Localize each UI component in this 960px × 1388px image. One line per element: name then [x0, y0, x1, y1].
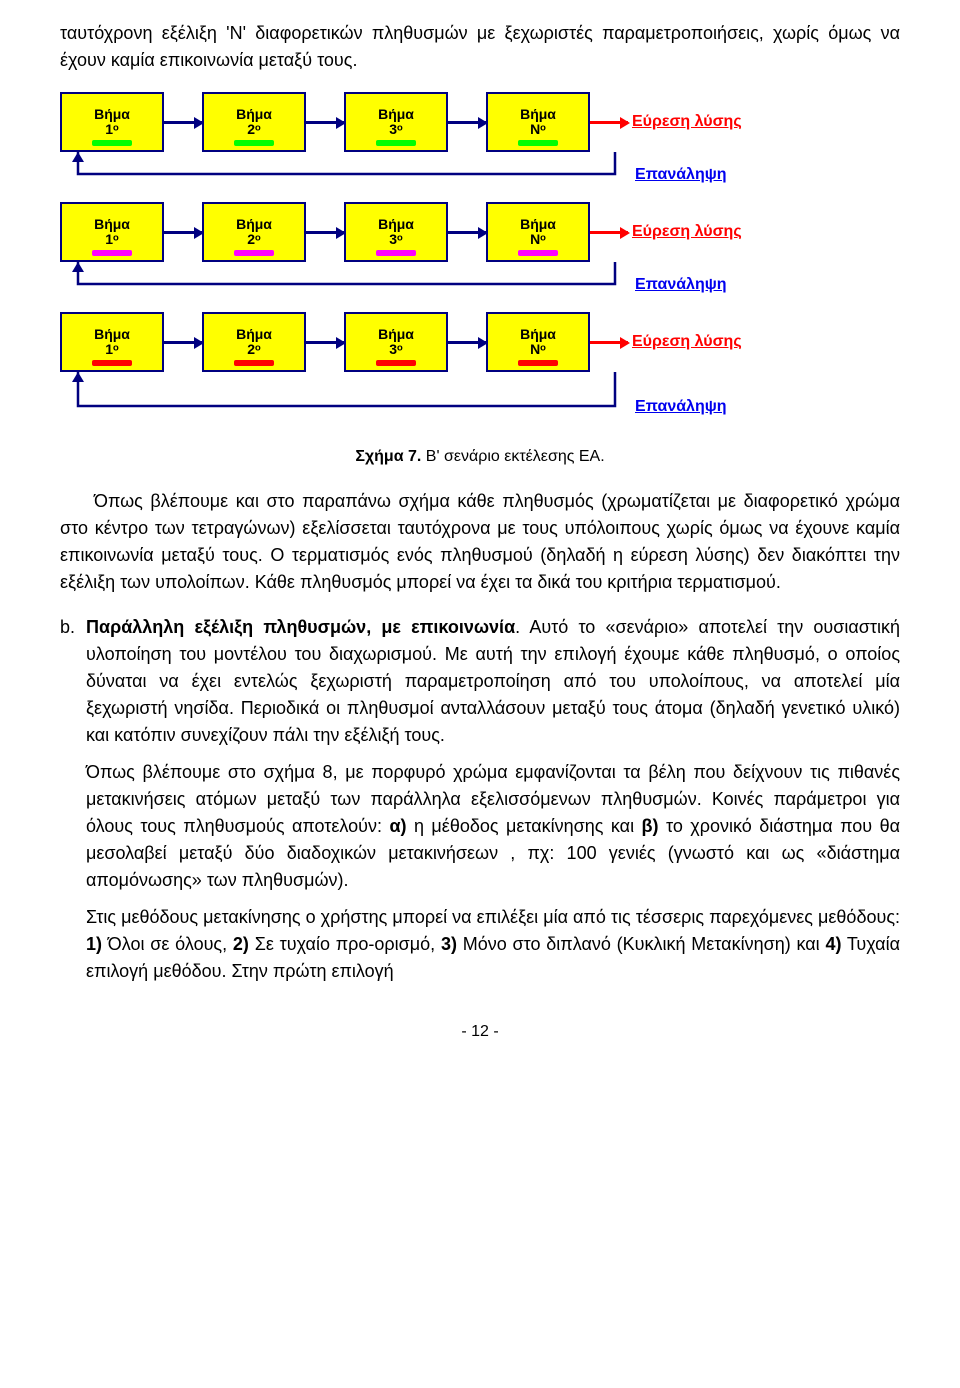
row-color-strip — [376, 250, 416, 256]
m3: 3) — [441, 934, 457, 954]
row-color-strip — [92, 250, 132, 256]
row-color-strip — [234, 360, 274, 366]
step-label-bot: 1ᵒ — [94, 232, 130, 247]
solution-found-label: Εύρεση λύσης — [632, 223, 742, 241]
arrow — [164, 314, 202, 370]
row-color-strip — [376, 140, 416, 146]
body-paragraph: Όπως βλέπουμε και στο παραπάνω σχήμα κάθ… — [60, 488, 900, 596]
step-box: Βήμα 2ᵒ — [202, 202, 306, 262]
step-label-bot: 2ᵒ — [236, 232, 272, 247]
feedback-loop: Επανάληψη — [60, 262, 900, 308]
step-label-bot: 3ᵒ — [378, 122, 414, 137]
arrow — [448, 204, 486, 260]
step-box: Βήμα 1ᵒ — [60, 202, 164, 262]
step-label-bot: Nᵒ — [520, 122, 556, 137]
diagram: Βήμα 1ᵒ Βήμα 2ᵒ Βήμα 3ᵒ — [60, 92, 900, 430]
step-box: Βήμα 3ᵒ — [344, 202, 448, 262]
row-color-strip — [518, 360, 558, 366]
step-box: Βήμα 2ᵒ — [202, 92, 306, 152]
list-item-b: b. Παράλληλη εξέλιξη πληθυσμών, με επικο… — [60, 614, 900, 985]
diagram-row: Βήμα 1ᵒ Βήμα 2ᵒ Βήμα 3ᵒ — [60, 202, 900, 262]
list-marker: b. — [60, 614, 86, 641]
page-number: - 12 - — [60, 1023, 900, 1041]
arrow — [306, 204, 344, 260]
step-label-bot: 3ᵒ — [378, 342, 414, 357]
step-box: Βήμα 3ᵒ — [344, 312, 448, 372]
step-label-top: Βήμα — [236, 327, 272, 342]
step-label-top: Βήμα — [94, 107, 130, 122]
step-label-bot: Nᵒ — [520, 342, 556, 357]
step-label-top: Βήμα — [520, 327, 556, 342]
feedback-loop: Επανάληψη — [60, 372, 900, 430]
list-paragraph: Στις μεθόδους μετακίνησης ο χρήστης μπορ… — [86, 904, 900, 985]
p2-alpha: α) — [389, 816, 406, 836]
arrow — [448, 314, 486, 370]
step-box: Βήμα 3ᵒ — [344, 92, 448, 152]
step-label-top: Βήμα — [94, 217, 130, 232]
step-label-bot: 1ᵒ — [94, 122, 130, 137]
arrow — [164, 94, 202, 150]
figure-caption: Σχήμα 7. Β' σενάριο εκτέλεσης ΕΑ. — [60, 448, 900, 466]
diagram-row: Βήμα 1ᵒ Βήμα 2ᵒ Βήμα 3ᵒ — [60, 312, 900, 372]
m1t: Όλοι σε όλους, — [102, 934, 233, 954]
row-color-strip — [376, 360, 416, 366]
step-label-bot: 2ᵒ — [236, 342, 272, 357]
row-color-strip — [92, 140, 132, 146]
step-label-top: Βήμα — [378, 327, 414, 342]
solution-found-label: Εύρεση λύσης — [632, 113, 742, 131]
solution-found-label: Εύρεση λύσης — [632, 333, 742, 351]
m4: 4) — [825, 934, 841, 954]
feedback-label: Επανάληψη — [635, 276, 727, 294]
m2: 2) — [233, 934, 249, 954]
step-label-bot: Nᵒ — [520, 232, 556, 247]
p2-beta: β) — [642, 816, 659, 836]
step-box: Βήμα Nᵒ — [486, 312, 590, 372]
diagram-row: Βήμα 1ᵒ Βήμα 2ᵒ Βήμα 3ᵒ — [60, 92, 900, 152]
arrow — [590, 204, 628, 260]
step-box: Βήμα Nᵒ — [486, 92, 590, 152]
list-title: Παράλληλη εξέλιξη πληθυσμών, με επικοινω… — [86, 617, 515, 637]
step-label-top: Βήμα — [236, 107, 272, 122]
step-box: Βήμα 2ᵒ — [202, 312, 306, 372]
feedback-label: Επανάληψη — [635, 398, 727, 416]
step-box: Βήμα 1ᵒ — [60, 92, 164, 152]
step-label-bot: 3ᵒ — [378, 232, 414, 247]
feedback-label: Επανάληψη — [635, 166, 727, 184]
row-color-strip — [234, 140, 274, 146]
step-label-top: Βήμα — [520, 107, 556, 122]
step-label-top: Βήμα — [236, 217, 272, 232]
step-label-top: Βήμα — [378, 107, 414, 122]
step-label-top: Βήμα — [378, 217, 414, 232]
list-paragraph: Παράλληλη εξέλιξη πληθυσμών, με επικοινω… — [86, 614, 900, 749]
row-color-strip — [234, 250, 274, 256]
feedback-loop: Επανάληψη — [60, 152, 900, 198]
step-label-top: Βήμα — [94, 327, 130, 342]
arrow — [306, 94, 344, 150]
caption-bold: Σχήμα 7. — [355, 448, 421, 465]
m2t: Σε τυχαίο προ-ορισμό, — [249, 934, 441, 954]
step-label-bot: 2ᵒ — [236, 122, 272, 137]
arrow — [448, 94, 486, 150]
arrow — [164, 204, 202, 260]
row-color-strip — [92, 360, 132, 366]
arrow — [590, 94, 628, 150]
intro-paragraph: ταυτόχρονη εξέλιξη 'Ν' διαφορετικών πληθ… — [60, 20, 900, 74]
step-label-bot: 1ᵒ — [94, 342, 130, 357]
row-color-strip — [518, 140, 558, 146]
m3t: Μόνο στο διπλανό (Κυκλική Μετακίνηση) κα… — [457, 934, 826, 954]
row-color-strip — [518, 250, 558, 256]
step-box: Βήμα Nᵒ — [486, 202, 590, 262]
p2-b: η μέθοδος μετακίνησης και — [407, 816, 642, 836]
arrow — [590, 314, 628, 370]
m1: 1) — [86, 934, 102, 954]
step-label-top: Βήμα — [520, 217, 556, 232]
arrow — [306, 314, 344, 370]
caption-rest: Β' σενάριο εκτέλεσης ΕΑ. — [421, 448, 604, 465]
p3-a: Στις μεθόδους μετακίνησης ο χρήστης μπορ… — [86, 907, 900, 927]
step-box: Βήμα 1ᵒ — [60, 312, 164, 372]
list-paragraph: Όπως βλέπουμε στο σχήμα 8, με πορφυρό χρ… — [86, 759, 900, 894]
